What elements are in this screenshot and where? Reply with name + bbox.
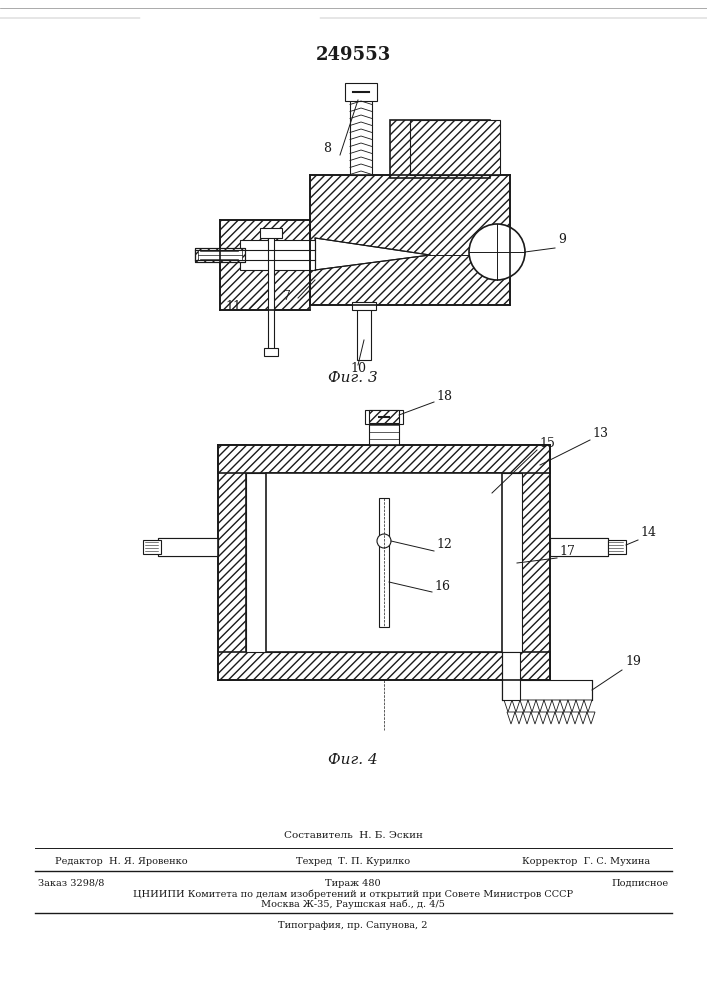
Bar [608,540,626,554]
Bar [195,248,245,262]
Polygon shape [560,700,568,712]
Bar [158,538,218,556]
Bar [352,302,376,310]
Bar [264,348,278,356]
Polygon shape [315,238,430,270]
Circle shape [469,224,525,280]
Bar [266,473,502,652]
Bar [195,248,245,262]
Bar [143,540,161,554]
Polygon shape [507,712,515,724]
Text: 7: 7 [283,290,291,303]
Polygon shape [523,712,531,724]
Text: 16: 16 [434,580,450,593]
Bar [365,410,403,424]
Bar [310,175,510,305]
Bar [246,473,522,652]
Polygon shape [544,700,552,712]
Bar [390,120,490,178]
Polygon shape [584,700,592,712]
Polygon shape [576,700,584,712]
Polygon shape [547,712,555,724]
Text: 10: 10 [350,362,366,375]
Bar [379,498,389,627]
Text: 15: 15 [539,437,555,450]
Bar [410,120,500,175]
Text: Заказ 3298/8: Заказ 3298/8 [38,879,105,888]
Bar [260,228,282,238]
Text: Фиг. 4: Фиг. 4 [328,753,378,767]
Polygon shape [587,712,595,724]
Text: 12: 12 [436,538,452,551]
Text: Типография, пр. Сапунова, 2: Типография, пр. Сапунова, 2 [279,920,428,930]
Polygon shape [531,712,539,724]
Text: 249553: 249553 [315,46,391,64]
Bar [369,410,399,423]
Text: Фиг. 3: Фиг. 3 [328,371,378,385]
Text: Москва Ж-35, Раушская наб., д. 4/5: Москва Ж-35, Раушская наб., д. 4/5 [261,899,445,909]
Polygon shape [528,700,536,712]
Text: 19: 19 [625,655,641,668]
Polygon shape [536,700,544,712]
Text: ЦНИИПИ Комитета по делам изобретений и открытий при Совете Министров СССР: ЦНИИПИ Комитета по делам изобретений и о… [133,889,573,899]
Text: 18: 18 [436,390,452,403]
Polygon shape [563,712,571,724]
Text: 11: 11 [225,300,241,313]
Bar [240,240,315,270]
Polygon shape [515,712,523,724]
Text: Составитель  Н. Б. Эскин: Составитель Н. Б. Эскин [284,830,423,840]
Text: 13: 13 [592,427,608,440]
Text: Редактор  Н. Я. Яровенко: Редактор Н. Я. Яровенко [55,856,187,865]
Text: Техред  Т. П. Курилко: Техред Т. П. Курилко [296,856,410,865]
Polygon shape [552,700,560,712]
Bar [369,422,399,445]
Bar [345,83,377,101]
Bar [220,220,310,310]
Polygon shape [520,700,528,712]
Polygon shape [555,712,563,724]
Bar [268,230,274,350]
Polygon shape [504,700,512,712]
Bar [158,538,218,556]
Bar [218,445,246,680]
Text: 17: 17 [559,545,575,558]
Text: Подписное: Подписное [612,879,669,888]
Bar [200,251,238,259]
Bar [198,250,242,260]
Bar [218,652,550,680]
Bar [550,538,608,556]
Bar [502,680,592,700]
Polygon shape [512,700,520,712]
Text: 9: 9 [558,233,566,246]
Bar [550,538,608,556]
Polygon shape [539,712,547,724]
Text: 8: 8 [323,142,331,155]
Bar [502,652,520,700]
Bar [350,98,372,175]
Circle shape [377,534,391,548]
Polygon shape [571,712,579,724]
Bar [522,445,550,680]
Text: Тираж 480: Тираж 480 [325,879,381,888]
Text: Корректор  Г. С. Мухина: Корректор Г. С. Мухина [522,856,650,865]
Text: 14: 14 [640,526,656,539]
Polygon shape [568,700,576,712]
Bar [357,305,371,360]
Polygon shape [579,712,587,724]
Bar [218,445,550,473]
